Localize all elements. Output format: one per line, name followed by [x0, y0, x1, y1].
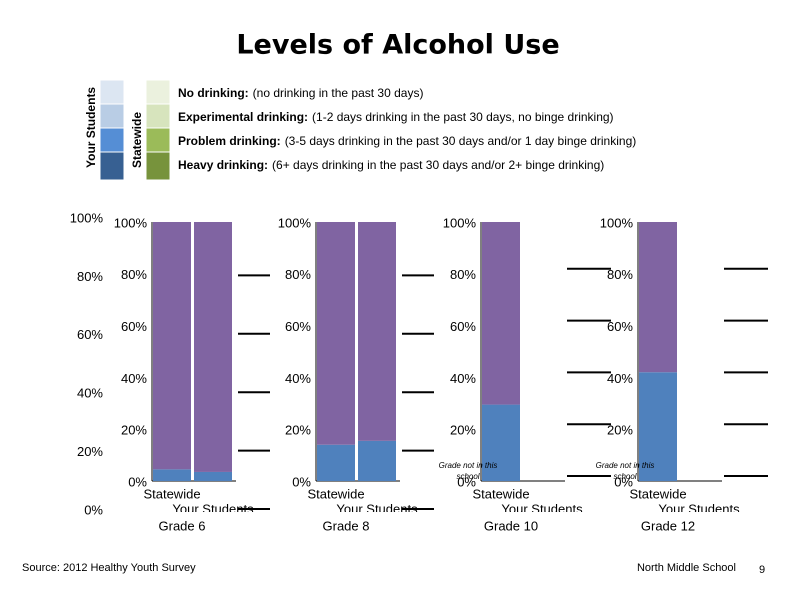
y-tick-label: 0% — [457, 474, 476, 489]
outer-y-tick-label: 0% — [84, 502, 103, 517]
y-tick-label: 40% — [285, 371, 311, 386]
mask — [140, 512, 760, 521]
y-tick-label: 60% — [450, 319, 476, 334]
y-tick-label: 80% — [121, 267, 147, 282]
page-number: 9 — [759, 564, 765, 576]
y-tick-label: 80% — [285, 267, 311, 282]
y-tick-label: 60% — [121, 319, 147, 334]
bar-segment — [482, 404, 520, 481]
y-tick-label: 0% — [614, 474, 633, 489]
panel-title: Grade 10 — [484, 518, 538, 533]
legend-term: Experimental drinking: — [178, 110, 308, 124]
panel-title: Grade 8 — [323, 518, 370, 533]
bar-segment — [194, 222, 232, 472]
legend-description: (1-2 days drinking in the past 30 days, … — [312, 110, 614, 124]
x-tick-label: Statewide — [307, 486, 364, 501]
y-tick-label: 60% — [607, 319, 633, 334]
y-tick-label: 20% — [121, 423, 147, 438]
footer-school: North Middle School — [637, 562, 736, 574]
legend-description: (3-5 days drinking in the past 30 days a… — [285, 134, 637, 148]
y-tick-label: 60% — [285, 319, 311, 334]
bar-segment — [358, 222, 396, 441]
legend-swatch — [99, 151, 125, 181]
annotation-text: Grade not in this school — [438, 461, 498, 481]
legend-column-label: Your Students — [84, 87, 98, 168]
bar-segment — [153, 222, 191, 470]
legend-description: (no drinking in the past 30 days) — [253, 86, 424, 100]
y-tick-label: 80% — [607, 267, 633, 282]
legend-description: (6+ days drinking in the past 30 days an… — [272, 158, 604, 172]
y-tick-label: 40% — [121, 371, 147, 386]
panel-title: Grade 12 — [641, 518, 695, 533]
y-tick-label: 100% — [278, 215, 312, 230]
legend-swatch — [145, 127, 171, 153]
y-tick-label: 20% — [285, 423, 311, 438]
bar-segment — [482, 222, 520, 405]
y-tick-label: 100% — [443, 215, 477, 230]
annotation: Grade not in this school — [595, 461, 655, 481]
legend-swatch — [145, 79, 171, 105]
bar-segment — [194, 471, 232, 481]
outer-y-tick-label: 100% — [70, 210, 104, 225]
outer-y-tick-label: 20% — [77, 444, 103, 459]
legend-swatch — [145, 103, 171, 129]
bar-segment — [153, 469, 191, 481]
bar-segment — [317, 222, 355, 445]
legend-term: Heavy drinking: — [178, 158, 268, 172]
x-tick-label: Statewide — [472, 486, 529, 501]
footer-source: Source: 2012 Healthy Youth Survey — [22, 562, 196, 574]
legend-swatch — [99, 103, 125, 129]
bar-segment — [639, 222, 677, 373]
y-tick-label: 0% — [292, 474, 311, 489]
legend-term: Problem drinking: — [178, 134, 281, 148]
y-tick-label: 80% — [450, 267, 476, 282]
legend-swatch — [99, 79, 125, 105]
y-tick-label: 0% — [128, 474, 147, 489]
y-tick-label: 20% — [607, 423, 633, 438]
annotation-text: Grade not in this school — [595, 461, 655, 481]
legend-swatch — [99, 127, 125, 153]
panel-title: Grade 6 — [159, 518, 206, 533]
legend-entry: Problem drinking: (3-5 days drinking in t… — [178, 134, 636, 148]
outer-y-tick-label: 60% — [77, 327, 103, 342]
legend-column-label: Statewide — [130, 112, 144, 168]
bar-segment — [317, 444, 355, 481]
outer-y-tick-label: 40% — [77, 386, 103, 401]
legend-entry: No drinking: (no drinking in the past 30 … — [178, 86, 423, 100]
annotation: Grade not in this school — [438, 461, 498, 481]
bar-segment — [358, 440, 396, 481]
legend-entry: Experimental drinking: (1-2 days drinking… — [178, 110, 614, 124]
legend-swatch — [145, 151, 171, 181]
y-tick-label: 20% — [450, 423, 476, 438]
y-tick-label: 40% — [450, 371, 476, 386]
legend-entry: Heavy drinking: (6+ days drinking in the … — [178, 158, 604, 172]
x-tick-label: Statewide — [629, 486, 686, 501]
slide-title: Levels of Alcohol Use — [236, 30, 559, 61]
bar-segment — [639, 372, 677, 481]
x-tick-label: Statewide — [143, 486, 200, 501]
outer-y-tick-label: 80% — [77, 269, 103, 284]
y-tick-label: 100% — [600, 215, 634, 230]
y-tick-label: 40% — [607, 371, 633, 386]
y-tick-label: 100% — [114, 215, 148, 230]
legend-term: No drinking: — [178, 86, 249, 100]
